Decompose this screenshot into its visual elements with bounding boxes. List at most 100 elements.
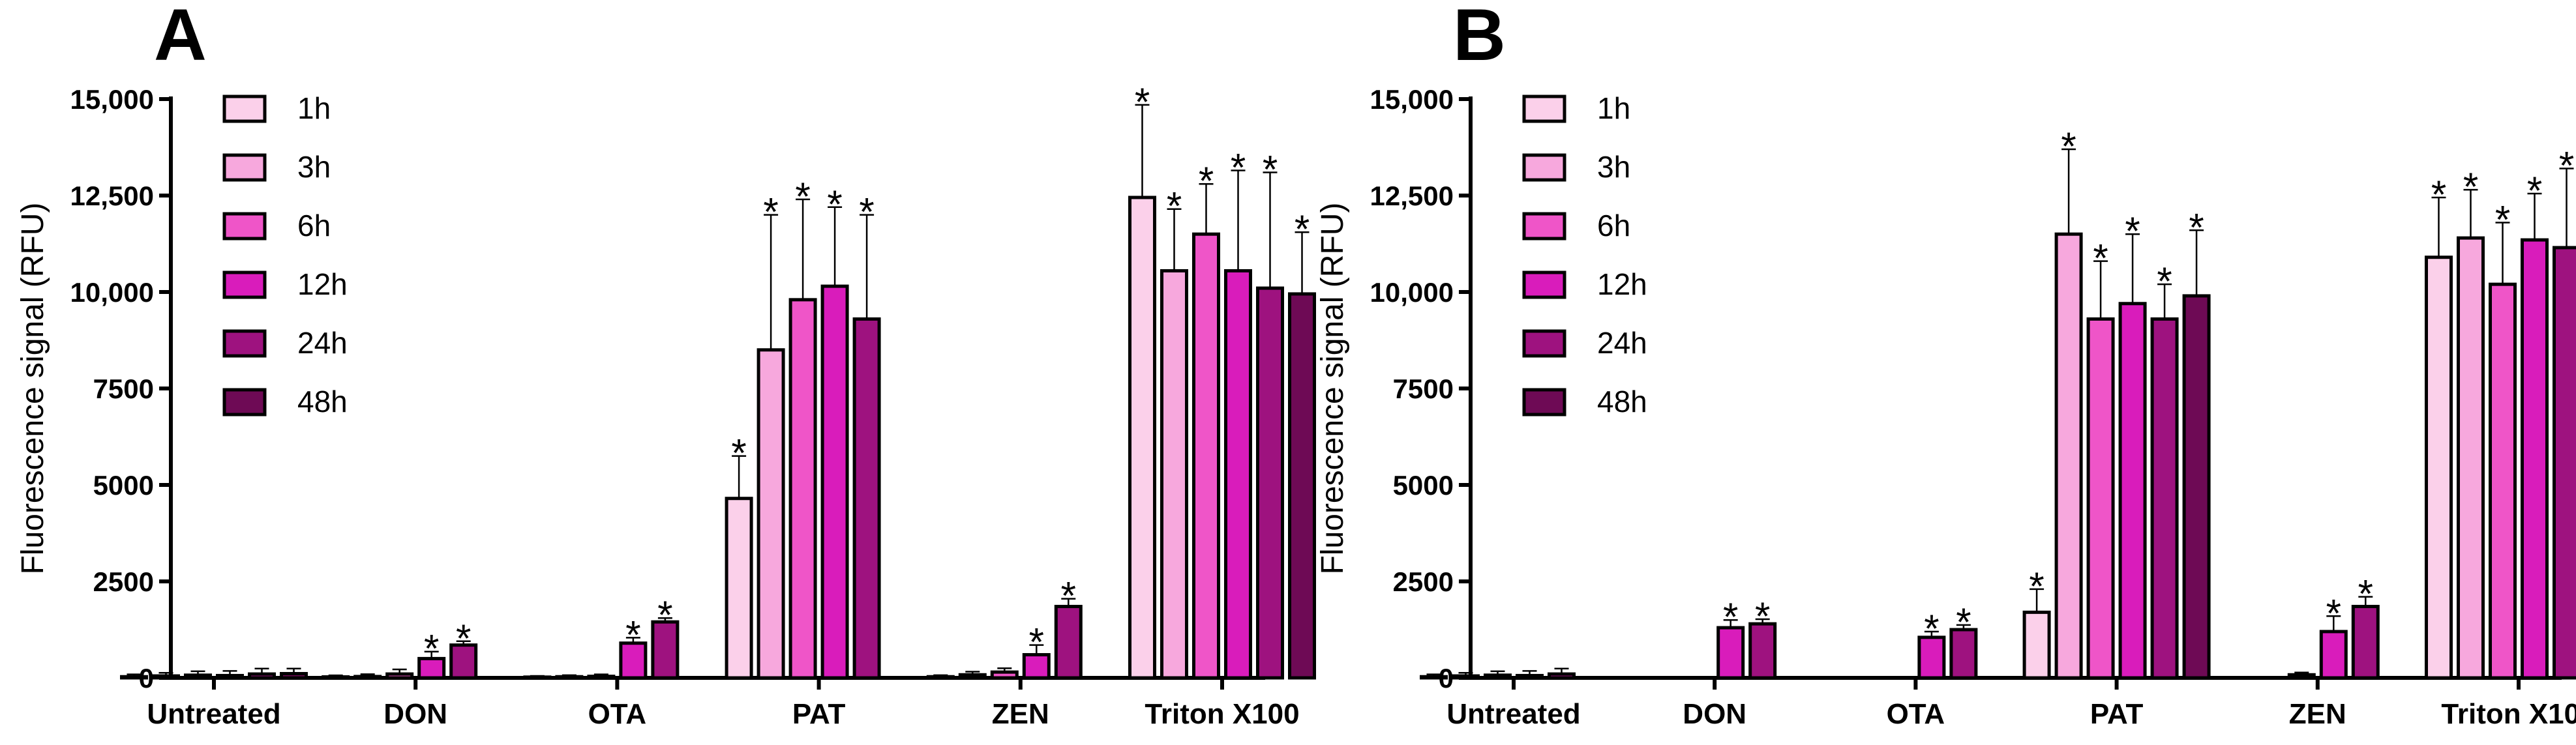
bar[interactable] — [990, 670, 1019, 680]
y-tick-label: 10,000 — [70, 277, 154, 308]
x-tick-label: Triton X100 — [2441, 698, 2576, 730]
legend-label: 1h — [297, 91, 331, 125]
significance-star: * — [1263, 147, 1278, 191]
bar[interactable] — [852, 317, 881, 680]
significance-star: * — [1231, 146, 1246, 190]
bar[interactable] — [820, 284, 849, 680]
bar[interactable] — [725, 497, 753, 680]
significance-star: * — [859, 190, 874, 234]
bar[interactable] — [2489, 282, 2517, 680]
bar[interactable] — [756, 348, 785, 680]
bar[interactable] — [1748, 622, 1777, 680]
legend-swatch — [1522, 388, 1566, 416]
bar[interactable] — [2054, 232, 2083, 680]
panel-label: A — [154, 0, 207, 76]
bar[interactable] — [2351, 604, 2380, 680]
legend-label: 24h — [1597, 326, 1647, 360]
bar[interactable] — [322, 675, 350, 680]
bar[interactable] — [2118, 302, 2147, 680]
x-tick-label: OTA — [588, 698, 647, 730]
bar[interactable] — [1288, 292, 1316, 680]
y-tick-label: 5000 — [93, 470, 154, 501]
x-tick-label: DON — [383, 698, 447, 730]
bar[interactable] — [1224, 269, 1252, 680]
significance-star: * — [1135, 80, 1150, 124]
y-tick-label: 7500 — [1393, 373, 1454, 404]
legend: 1h 3h 6h 12h 24h 48h — [222, 91, 348, 418]
bar[interactable] — [958, 673, 987, 680]
bar[interactable] — [1128, 196, 1156, 680]
y-tick-label: 12,500 — [70, 181, 154, 211]
legend-swatch — [1522, 212, 1566, 241]
x-tick-label: DON — [1683, 698, 1746, 730]
bar[interactable] — [2457, 236, 2485, 680]
bar[interactable] — [2287, 673, 2316, 680]
bar[interactable] — [216, 673, 244, 680]
bar[interactable] — [1192, 232, 1220, 680]
significance-star: * — [2189, 205, 2204, 249]
bar[interactable] — [523, 675, 552, 680]
bar[interactable] — [2521, 238, 2549, 680]
significance-star: * — [1755, 594, 1770, 638]
legend-swatch — [222, 212, 267, 241]
bar[interactable] — [1160, 269, 1188, 680]
bar[interactable] — [1516, 673, 1544, 680]
bar[interactable] — [2553, 246, 2576, 680]
bar[interactable] — [1484, 673, 1512, 680]
bar[interactable] — [280, 671, 308, 680]
bar[interactable] — [926, 675, 955, 680]
bar[interactable] — [152, 674, 180, 680]
bar[interactable] — [651, 620, 680, 680]
y-tick-label: 2500 — [93, 566, 154, 597]
legend-label: 6h — [1597, 209, 1630, 242]
legend-label: 1h — [1597, 91, 1630, 125]
bar[interactable] — [353, 675, 382, 680]
x-tick-label: Triton X100 — [1145, 698, 1299, 730]
legend-label: 3h — [1597, 150, 1630, 184]
significance-star: * — [2326, 591, 2341, 635]
significance-star: * — [1295, 207, 1310, 251]
bar[interactable] — [120, 675, 148, 680]
legend-label: 3h — [297, 150, 331, 184]
legend: 1h 3h 6h 12h 24h 48h — [1522, 91, 1647, 418]
series-12h: * **** — [216, 146, 1252, 680]
bar[interactable] — [2182, 294, 2211, 680]
bar[interactable] — [1949, 628, 1978, 680]
series-24h: * * * * * — [248, 147, 1284, 680]
legend-swatch — [222, 388, 267, 416]
bar[interactable] — [1420, 675, 1448, 680]
legend-label: 12h — [1597, 267, 1647, 301]
bar[interactable] — [2319, 630, 2348, 680]
bar[interactable] — [385, 672, 414, 680]
series-6h: ** — [1484, 197, 2517, 680]
legend-label: 24h — [297, 326, 348, 360]
significance-star: * — [1956, 600, 1971, 644]
bar[interactable] — [619, 641, 648, 680]
bar[interactable] — [1548, 672, 1576, 680]
bar[interactable] — [2086, 317, 2115, 680]
bar[interactable] — [184, 673, 212, 680]
series-12h: * * * * * — [1516, 169, 2549, 680]
y-tick-label: 12,500 — [1370, 181, 1454, 211]
legend-swatch — [1522, 95, 1566, 123]
bar[interactable] — [587, 675, 616, 680]
bar[interactable] — [1256, 286, 1284, 680]
bar[interactable] — [248, 672, 276, 680]
significance-star: * — [2559, 144, 2574, 188]
bar[interactable] — [2022, 610, 2051, 680]
bar[interactable] — [788, 298, 817, 680]
legend-swatch — [222, 95, 267, 123]
bar[interactable] — [555, 675, 584, 680]
bar[interactable] — [2150, 317, 2179, 680]
legend-swatch — [1522, 153, 1566, 182]
x-tick-label: Untreated — [1446, 698, 1580, 730]
significance-star: * — [795, 175, 810, 218]
significance-star: * — [2463, 165, 2478, 209]
bar[interactable] — [2425, 256, 2453, 680]
significance-star: * — [2029, 564, 2044, 608]
bar[interactable] — [1452, 674, 1480, 680]
legend-label: 12h — [297, 267, 348, 301]
significance-star: * — [2431, 173, 2446, 216]
